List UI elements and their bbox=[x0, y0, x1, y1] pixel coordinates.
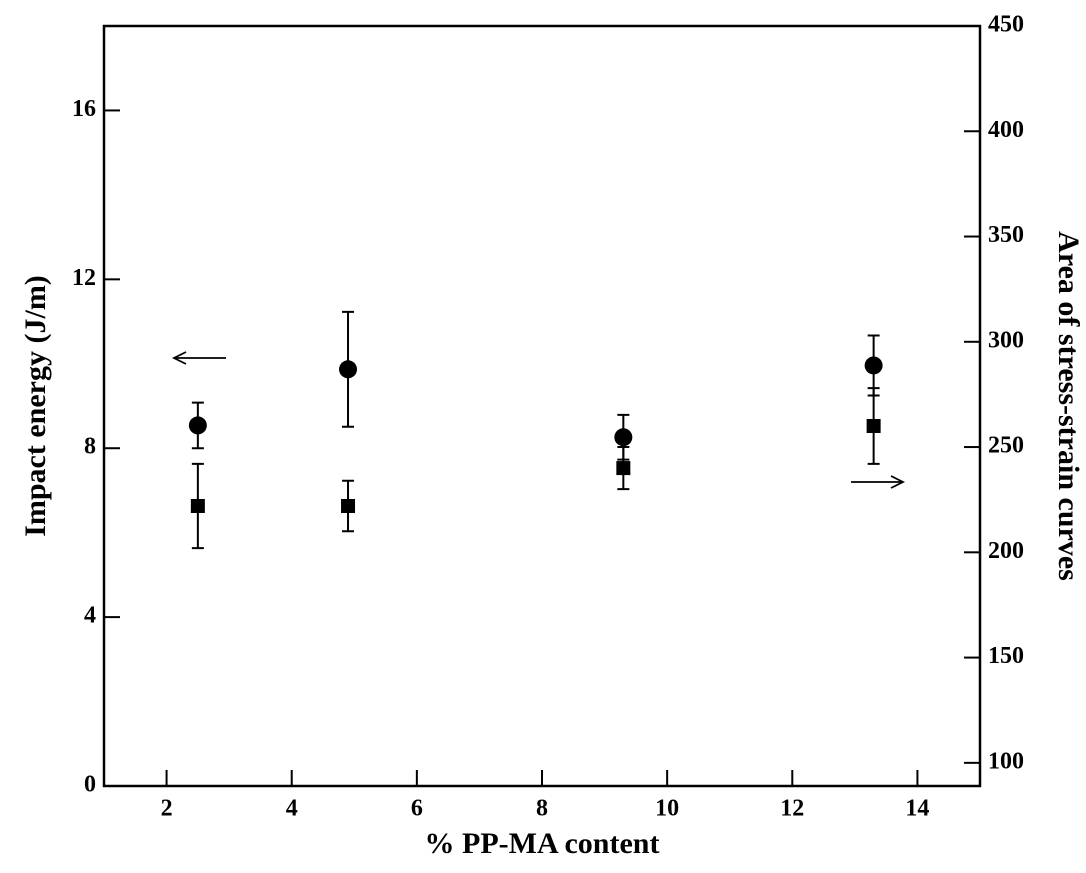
data-point bbox=[866, 419, 881, 433]
x-tick-label: 2 bbox=[161, 796, 173, 822]
x-tick-label: 8 bbox=[536, 796, 548, 822]
y-tick-label: 12 bbox=[72, 265, 96, 291]
x-tick-label: 10 bbox=[655, 796, 679, 822]
y-axis-title: Impact energy (J/m) bbox=[19, 275, 52, 537]
data-point bbox=[616, 461, 631, 476]
left-arrow bbox=[171, 351, 226, 365]
y-tick-label: 16 bbox=[72, 96, 96, 122]
y2-tick-label: 100 bbox=[988, 748, 1024, 774]
y2-tick-label: 150 bbox=[988, 643, 1024, 669]
y-tick-label: 8 bbox=[84, 434, 96, 460]
y2-tick-label: 400 bbox=[988, 117, 1024, 143]
data-point bbox=[614, 428, 633, 447]
y2-tick-label: 350 bbox=[988, 222, 1024, 248]
y2-tick-label: 450 bbox=[988, 12, 1024, 38]
x-tick-label: 4 bbox=[286, 796, 298, 822]
y2-axis-title: Area of stress-strain curves bbox=[1052, 231, 1085, 581]
data-point bbox=[190, 499, 205, 513]
data-point bbox=[188, 416, 207, 435]
y2-tick-label: 250 bbox=[988, 433, 1024, 459]
y-tick-label: 4 bbox=[84, 603, 96, 629]
x-tick-label: 14 bbox=[905, 796, 929, 822]
right-arrow bbox=[851, 475, 906, 489]
data-point bbox=[341, 499, 356, 513]
x-axis-title: % PP-MA content bbox=[425, 827, 660, 860]
data-point bbox=[864, 356, 883, 375]
plot-frame bbox=[102, 24, 982, 788]
data-point bbox=[339, 360, 358, 379]
x-tick-label: 6 bbox=[411, 796, 423, 822]
y2-tick-label: 200 bbox=[988, 538, 1024, 564]
y-tick-label: 0 bbox=[84, 772, 96, 798]
x-tick-label: 12 bbox=[780, 796, 804, 822]
y2-tick-label: 300 bbox=[988, 327, 1024, 353]
